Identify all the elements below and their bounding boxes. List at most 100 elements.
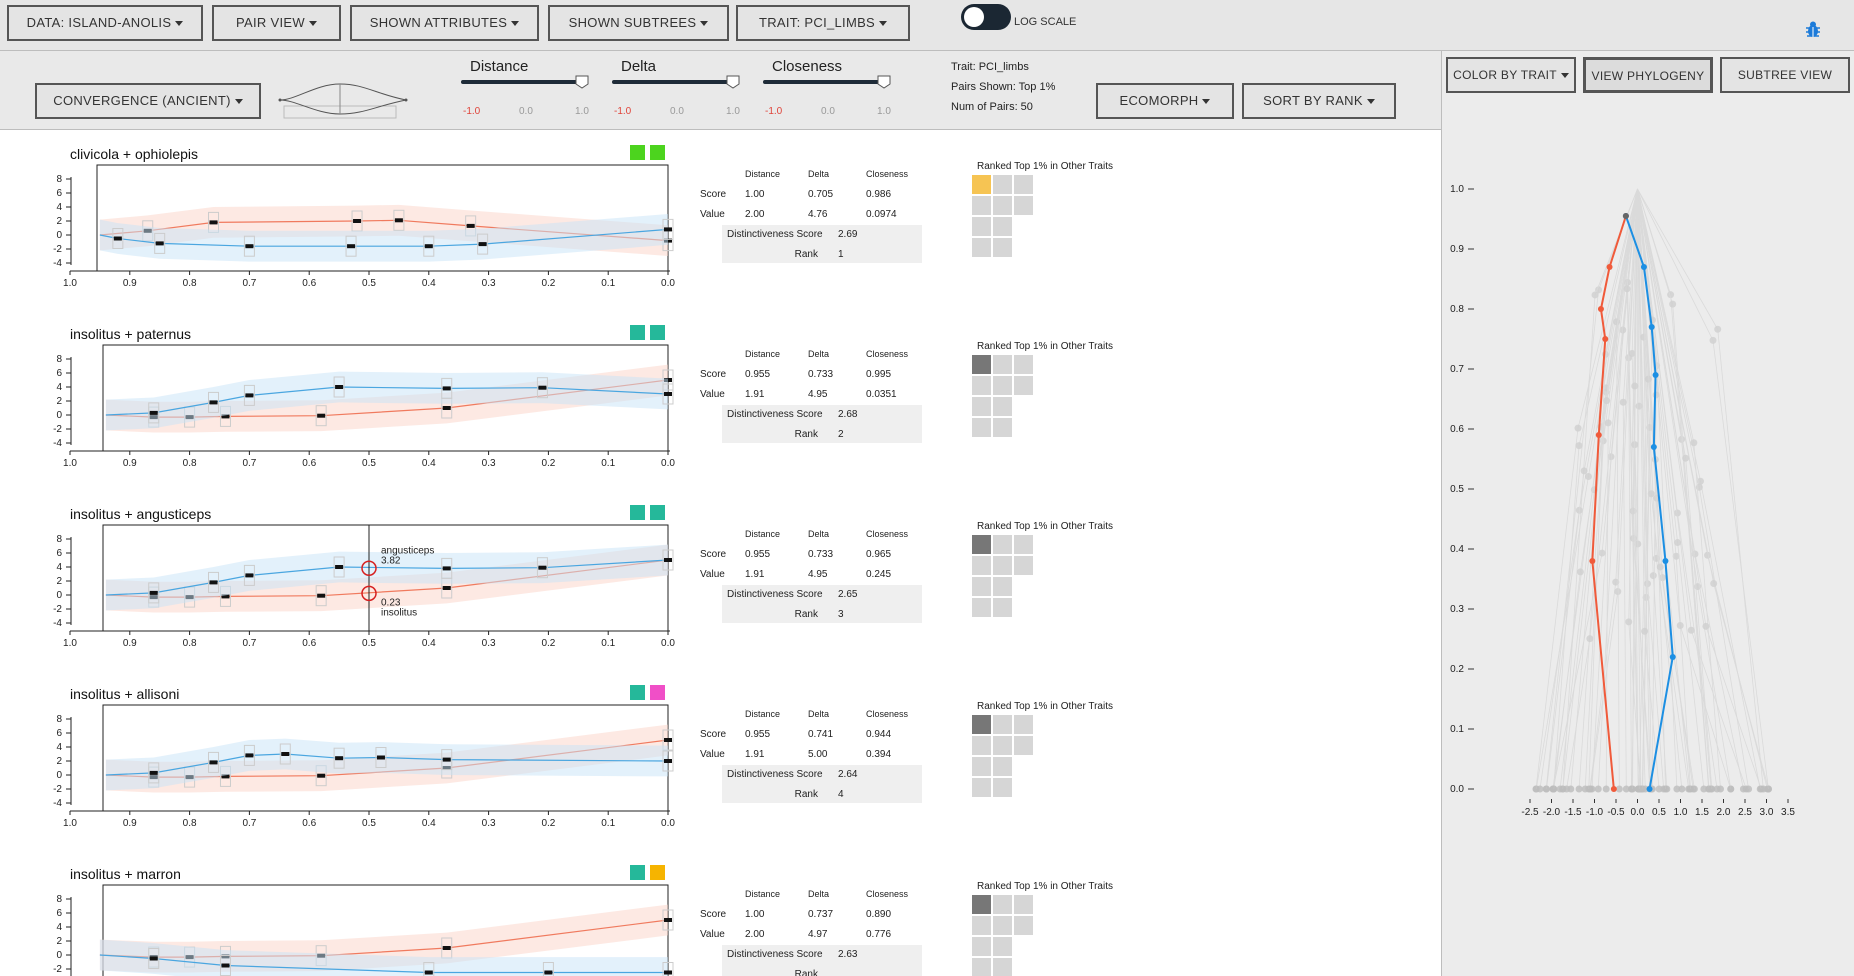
ranked-cell[interactable]: [972, 376, 991, 395]
stats-value-cell: 4.95: [808, 389, 828, 400]
ranked-cell[interactable]: [993, 895, 1012, 914]
pair-card[interactable]: insolitus + marron86420-2-41.00.90.80.70…: [53, 865, 1113, 976]
ranked-cell[interactable]: [993, 916, 1012, 935]
phylo-node: [1629, 507, 1637, 515]
ranked-cell[interactable]: [993, 217, 1012, 236]
slider-track[interactable]: [763, 80, 890, 84]
ranked-cell[interactable]: [993, 535, 1012, 554]
ranked-cell[interactable]: [1014, 736, 1033, 755]
ranked-cell[interactable]: [993, 937, 1012, 956]
ranked-cell[interactable]: [972, 937, 991, 956]
ranked-cell[interactable]: [993, 376, 1012, 395]
ranked-cell[interactable]: [1014, 376, 1033, 395]
pair-card[interactable]: clivicola + ophiolepis 8 6 4 2 0 -2 -41.0 0.9 0.8…: [53, 145, 1113, 289]
node-marker: [149, 956, 158, 961]
ranked-cell[interactable]: [1014, 916, 1033, 935]
ecomorph-dropdown-button[interactable]: ECOMORPH: [1096, 83, 1234, 119]
pair-view-button[interactable]: PAIR VIEW: [212, 5, 341, 41]
shown-subtrees-button[interactable]: SHOWN SUBTREES: [548, 5, 729, 41]
view-phylogeny-button[interactable]: VIEW PHYLOGENY: [1583, 57, 1713, 93]
ranked-cell[interactable]: [993, 598, 1012, 617]
subtree-view-button[interactable]: SUBTREE VIEW: [1720, 57, 1850, 93]
ranked-cell[interactable]: [1014, 556, 1033, 575]
ranked-cell[interactable]: [972, 397, 991, 416]
slider-tick: 1.0: [877, 106, 891, 117]
slider-label: Delta: [621, 58, 657, 75]
ranked-cell[interactable]: [1014, 196, 1033, 215]
slider-track[interactable]: [461, 80, 588, 84]
sort-by-rank-button[interactable]: SORT BY RANK: [1242, 83, 1396, 119]
slider-track[interactable]: [612, 80, 739, 84]
pair-card[interactable]: insolitus + paternus 8 6 4 2 0 -2 -41.0 0.9 0.8 0.…: [53, 325, 1113, 469]
ranked-cell[interactable]: [972, 535, 991, 554]
ranked-cell[interactable]: [993, 355, 1012, 374]
ranked-cell[interactable]: [972, 778, 991, 797]
convergence-dropdown-button[interactable]: CONVERGENCE (ANCIENT): [35, 83, 261, 119]
pair-card[interactable]: insolitus + allisoni 8 6 4 2 0 -2 -41.0 0.9 0.8 0.…: [53, 685, 1113, 829]
slider-thumb[interactable]: [726, 75, 740, 89]
ranked-cell[interactable]: [993, 418, 1012, 437]
data-dropdown-button[interactable]: DATA: ISLAND-ANOLIS: [7, 5, 203, 41]
ranked-cell[interactable]: [972, 895, 991, 914]
ranked-cell[interactable]: [972, 217, 991, 236]
ranked-cell[interactable]: [993, 778, 1012, 797]
shown-attributes-button[interactable]: SHOWN ATTRIBUTES: [350, 5, 539, 41]
ranked-cell[interactable]: [1014, 895, 1033, 914]
ranked-cell[interactable]: [972, 577, 991, 596]
phylo-node: [1647, 490, 1655, 498]
ranked-cell[interactable]: [1014, 535, 1033, 554]
ranked-cell[interactable]: [993, 958, 1012, 976]
stats-score-cell: 0.995: [866, 369, 891, 380]
slider-thumb[interactable]: [575, 75, 589, 89]
slider-thumb[interactable]: [877, 75, 891, 89]
ranked-cell[interactable]: [993, 238, 1012, 257]
phylo-highlight-node: [1589, 558, 1596, 564]
node-box: [423, 235, 435, 257]
log-scale-toggle[interactable]: [961, 4, 1011, 30]
pair-card[interactable]: insolitus + angusticeps 8 6 4 2 0 -2 -41.0 0.9 0.…: [53, 505, 1113, 649]
ranked-cell[interactable]: [993, 175, 1012, 194]
node-box: [393, 209, 405, 231]
x-tick-label: 0.0: [661, 278, 675, 289]
ranked-cell[interactable]: [993, 577, 1012, 596]
phylo-node: [1575, 442, 1583, 450]
ranked-cell[interactable]: [972, 598, 991, 617]
ranked-cell[interactable]: [972, 196, 991, 215]
stats-col-header: Closeness: [866, 169, 909, 179]
phylo-tip: [1543, 785, 1551, 793]
trait-dropdown-button[interactable]: TRAIT: PCI_LIMBS: [736, 5, 910, 41]
node-box: [441, 377, 453, 399]
ranked-cell[interactable]: [972, 757, 991, 776]
ranked-cell[interactable]: [1014, 715, 1033, 734]
node-marker: [544, 970, 553, 975]
ranked-cell[interactable]: [993, 757, 1012, 776]
ranked-cell[interactable]: [972, 175, 991, 194]
bug-icon[interactable]: [1804, 20, 1822, 38]
ranked-cell[interactable]: [972, 916, 991, 935]
stats-row-label: Value: [700, 929, 725, 940]
x-tick-label: 0.7: [242, 818, 256, 829]
ranked-cell[interactable]: [972, 418, 991, 437]
node-marker: [376, 755, 385, 760]
phylo-node: [1658, 574, 1666, 582]
ranked-cell[interactable]: [993, 556, 1012, 575]
node-box: [542, 962, 554, 976]
ranked-cell[interactable]: [993, 196, 1012, 215]
stats-value-cell: 0.394: [866, 749, 891, 760]
phylo-node: [1710, 580, 1718, 588]
ranked-cell[interactable]: [972, 736, 991, 755]
ranked-cell[interactable]: [993, 397, 1012, 416]
ranked-cell[interactable]: [972, 355, 991, 374]
ranked-cell[interactable]: [972, 238, 991, 257]
ranked-cell[interactable]: [993, 715, 1012, 734]
y-tick-label: -4: [53, 618, 62, 629]
ranked-cell[interactable]: [993, 736, 1012, 755]
ranked-cell[interactable]: [1014, 175, 1033, 194]
node-marker: [317, 773, 326, 778]
color-by-trait-button[interactable]: COLOR BY TRAIT: [1446, 57, 1576, 93]
ranked-cell[interactable]: [1014, 355, 1033, 374]
ranked-cell[interactable]: [972, 958, 991, 976]
ranked-cell[interactable]: [972, 715, 991, 734]
ranked-cell[interactable]: [972, 556, 991, 575]
x-tick-label: 0.8: [183, 458, 197, 469]
